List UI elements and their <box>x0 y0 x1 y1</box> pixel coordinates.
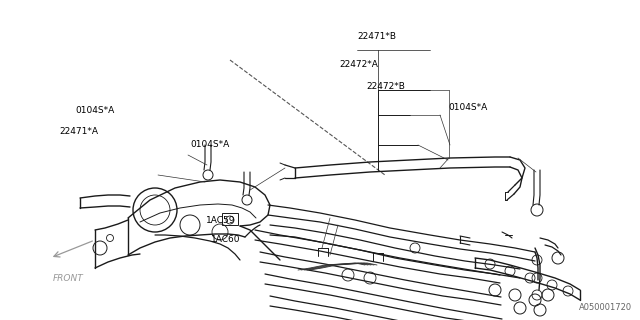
Text: 22472*B: 22472*B <box>366 82 405 91</box>
Text: 0104S*A: 0104S*A <box>191 140 230 149</box>
Text: A050001720: A050001720 <box>579 303 632 312</box>
Text: FRONT: FRONT <box>52 274 83 283</box>
Bar <box>222 213 238 225</box>
Text: 22471*A: 22471*A <box>59 127 98 136</box>
Text: 1AC60: 1AC60 <box>211 235 241 244</box>
Text: 22471*B: 22471*B <box>357 32 396 41</box>
Text: 0104S*A: 0104S*A <box>75 106 114 115</box>
Text: 1AC59: 1AC59 <box>206 216 236 225</box>
Text: 22472*A: 22472*A <box>339 60 378 68</box>
Text: 0104S*A: 0104S*A <box>448 103 487 112</box>
